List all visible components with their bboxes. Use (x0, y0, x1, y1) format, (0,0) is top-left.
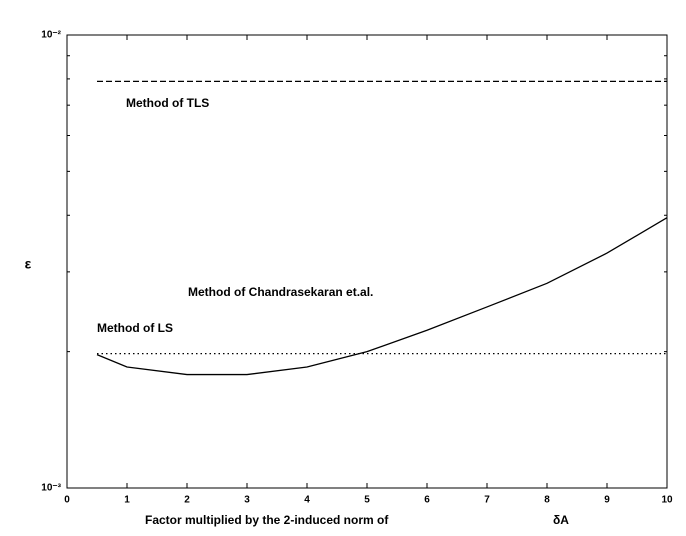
x-axis-label: Factor multiplied by the 2-induced norm … (145, 513, 389, 527)
x-tick-label: 7 (484, 495, 490, 506)
x-tick-label: 5 (364, 495, 370, 506)
x-tick-label: 3 (244, 495, 250, 506)
series-line (96, 217, 668, 376)
x-tick-label: 8 (544, 495, 550, 506)
x-tick-label: 10 (661, 495, 673, 506)
x-tick-label: 2 (184, 495, 190, 506)
x-tick-label: 1 (124, 495, 130, 506)
x-tick-label: 6 (424, 495, 430, 506)
series-annotation: Method of LS (97, 321, 173, 335)
y-tick-label: 10⁻² (41, 30, 61, 41)
x-axis-label: δA (553, 513, 569, 527)
x-tick-label: 4 (304, 495, 310, 506)
y-tick-label: 10⁻³ (41, 483, 61, 494)
series-annotation: Method of TLS (126, 96, 209, 110)
x-tick-label: 0 (64, 495, 70, 506)
y-axis-label: ε (25, 256, 32, 272)
x-tick-label: 9 (604, 495, 610, 506)
series-annotation: Method of Chandrasekaran et.al. (188, 285, 373, 299)
